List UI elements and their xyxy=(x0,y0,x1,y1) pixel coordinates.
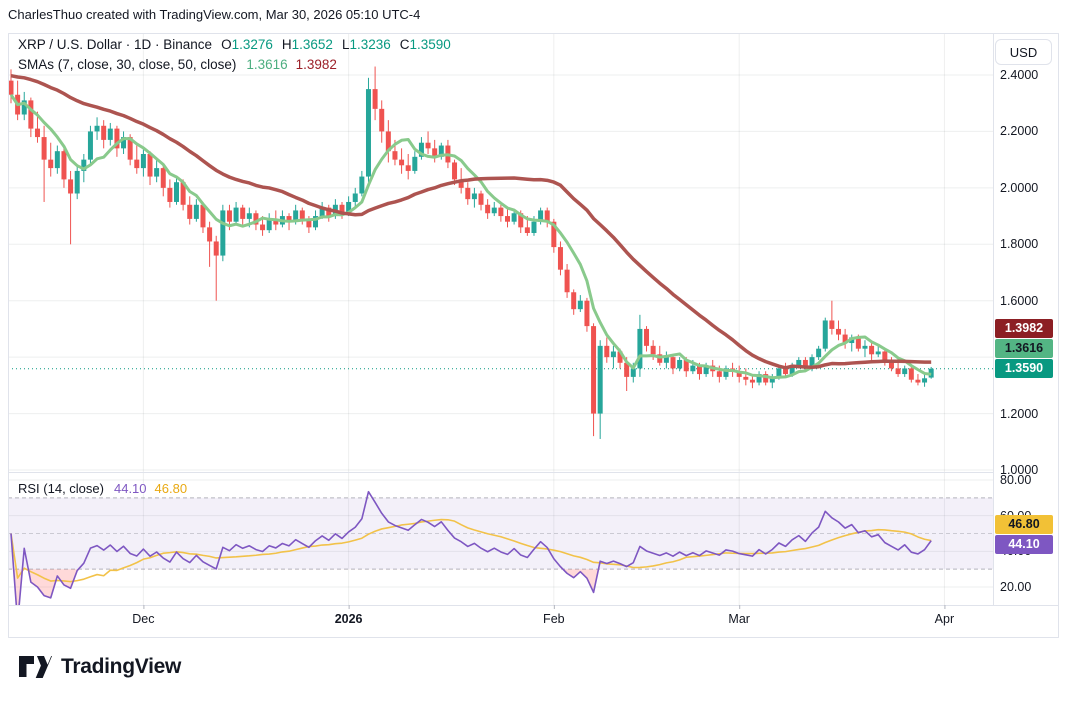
sma-legend[interactable]: SMAs (7, close, 30, close, 50, close) 1.3… xyxy=(18,57,337,72)
price-axis-label: 2.0000 xyxy=(1000,180,1039,195)
sma-legend-title: SMAs (7, close, 30, close, 50, close) xyxy=(18,57,237,72)
price-badge: 1.3590 xyxy=(995,359,1053,379)
rsi-badge: 44.10 xyxy=(995,534,1053,554)
ohlc-close: C1.3590 xyxy=(399,37,451,52)
ohlc-high: H1.3652 xyxy=(281,37,333,52)
price-axis-label: 1.8000 xyxy=(1000,237,1039,252)
footer-logo[interactable]: TradingView xyxy=(19,655,181,679)
time-axis-label: 2026 xyxy=(334,612,363,626)
ohlc-low: L1.3236 xyxy=(341,37,391,52)
time-axis-label: Apr xyxy=(934,612,955,626)
time-axis-label: Mar xyxy=(728,612,750,626)
rsi-value: 44.10 xyxy=(113,481,147,496)
rsi-axis-label: 80.00 xyxy=(1000,473,1032,487)
price-axis-label: 1.2000 xyxy=(1000,406,1039,421)
rsi-legend-title: RSI (14, close) xyxy=(18,481,104,496)
price-axis-label: 2.4000 xyxy=(1000,68,1039,82)
rsi-badge: 46.80 xyxy=(995,514,1053,534)
chart-widget: XRP / U.S. Dollar · 1D · Binance O1.3276 H… xyxy=(8,33,1059,638)
sma-long-value: 1.3982 xyxy=(295,57,337,72)
currency-toggle-button[interactable]: USD xyxy=(995,39,1052,65)
rsi-ma-value: 46.80 xyxy=(154,481,188,496)
ohlc-open: O1.3276 xyxy=(221,37,273,52)
time-axis-label: Dec xyxy=(132,612,155,626)
time-axis[interactable] xyxy=(8,605,1059,638)
rsi-axis-label: 20.00 xyxy=(1000,579,1032,594)
attribution-text: CharlesThuo created with TradingView.com… xyxy=(8,7,421,22)
brand-name: TradingView xyxy=(61,655,182,678)
price-axis-label: 1.0000 xyxy=(1000,462,1039,477)
price-badge: 1.3982 xyxy=(995,319,1053,339)
price-axis-label: 2.2000 xyxy=(1000,124,1039,139)
time-axis-label: Feb xyxy=(543,612,565,626)
tradingview-logo-icon xyxy=(19,655,52,679)
symbol-title: XRP / U.S. Dollar · 1D · Binance xyxy=(18,37,213,52)
price-badge: 1.3616 xyxy=(995,339,1053,359)
sma-short-value: 1.3616 xyxy=(246,57,288,72)
chart-canvas[interactable] xyxy=(8,33,1059,638)
rsi-legend[interactable]: RSI (14, close) 44.10 46.80 xyxy=(18,481,187,496)
symbol-legend[interactable]: XRP / U.S. Dollar · 1D · Binance O1.3276 H… xyxy=(18,37,451,52)
price-axis-label: 1.6000 xyxy=(1000,293,1039,308)
